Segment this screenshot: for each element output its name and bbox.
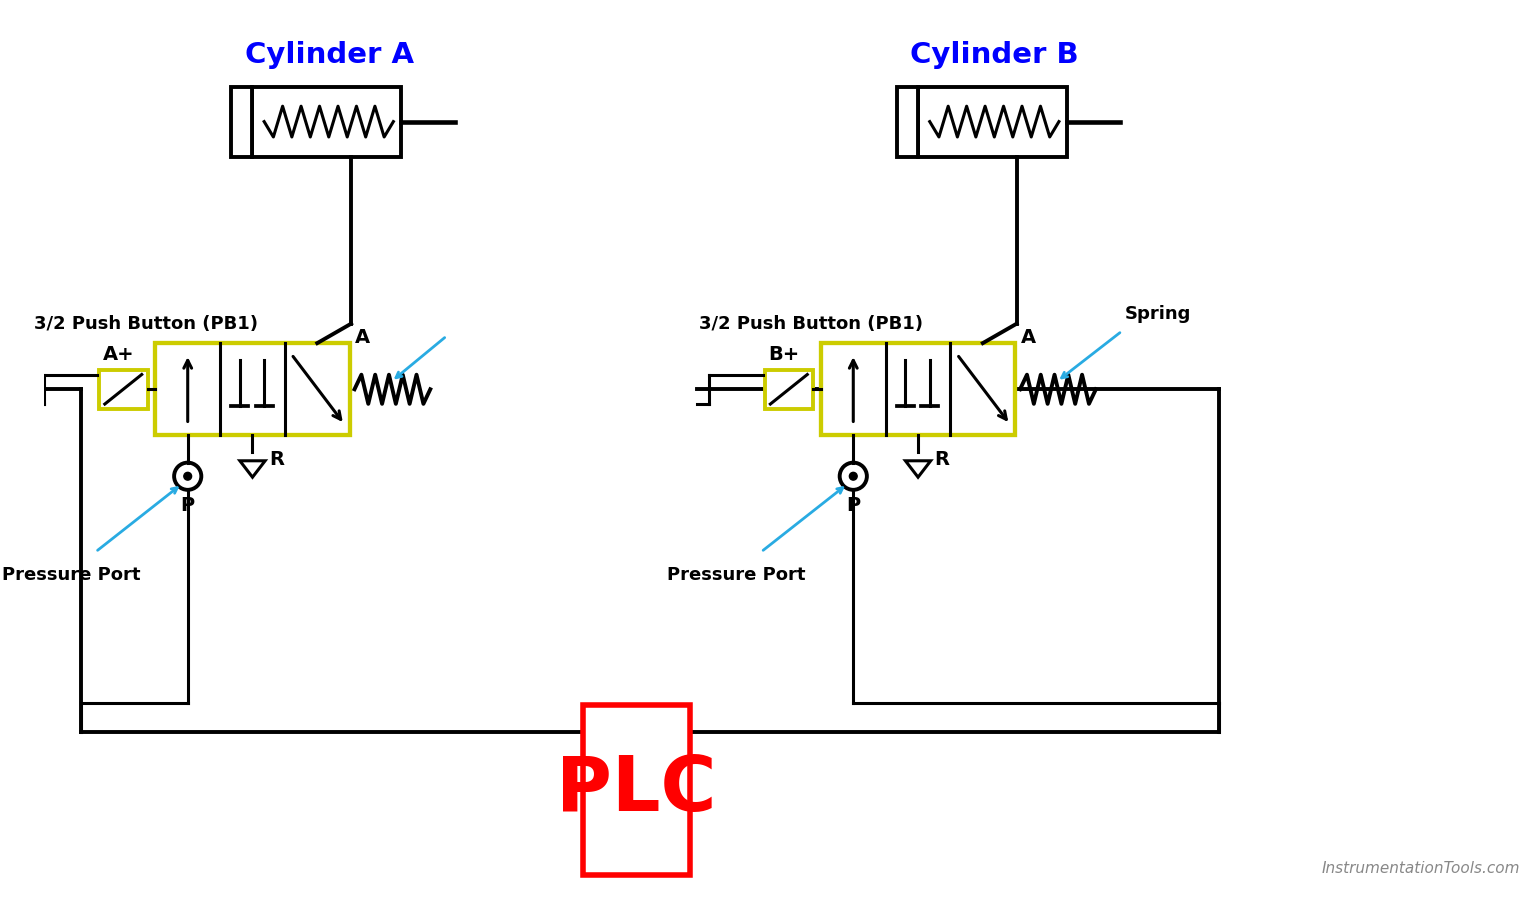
- Bar: [765, 370, 813, 409]
- Text: A: A: [1020, 328, 1035, 346]
- Text: Pressure Port: Pressure Port: [668, 565, 806, 583]
- Text: P: P: [846, 496, 860, 515]
- Text: PLC: PLC: [556, 752, 716, 826]
- Text: 3/2 Push Button (PB1): 3/2 Push Button (PB1): [34, 315, 258, 333]
- Text: Pressure Port: Pressure Port: [2, 565, 140, 583]
- Bar: [897, 86, 919, 157]
- Text: R: R: [934, 450, 949, 469]
- Bar: [155, 343, 350, 436]
- Text: R: R: [269, 450, 284, 469]
- Text: A: A: [355, 328, 370, 346]
- Circle shape: [184, 472, 192, 480]
- Polygon shape: [905, 461, 931, 477]
- Bar: [582, 705, 690, 875]
- Text: B+: B+: [768, 345, 800, 364]
- Text: Cylinder B: Cylinder B: [911, 41, 1078, 69]
- Text: Cylinder A: Cylinder A: [244, 41, 413, 69]
- Text: A+: A+: [103, 345, 134, 364]
- Bar: [98, 370, 147, 409]
- Circle shape: [849, 472, 857, 480]
- Bar: [252, 86, 401, 157]
- Bar: [919, 86, 1066, 157]
- Polygon shape: [240, 461, 266, 477]
- Text: InstrumentationTools.com: InstrumentationTools.com: [1322, 860, 1521, 876]
- Text: Spring: Spring: [1124, 305, 1192, 323]
- Text: P: P: [181, 496, 195, 515]
- Bar: [230, 86, 252, 157]
- Bar: [820, 343, 1015, 436]
- Text: 3/2 Push Button (PB1): 3/2 Push Button (PB1): [699, 315, 923, 333]
